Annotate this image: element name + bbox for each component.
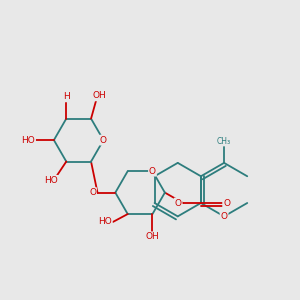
Text: OH: OH xyxy=(92,92,106,100)
Text: OH: OH xyxy=(146,232,159,241)
Text: O: O xyxy=(100,136,107,145)
Text: O: O xyxy=(149,167,156,176)
Text: CH₃: CH₃ xyxy=(217,136,231,146)
Text: H: H xyxy=(63,92,70,101)
Text: O: O xyxy=(175,199,182,208)
Text: O: O xyxy=(220,212,228,221)
Text: HO: HO xyxy=(44,176,58,185)
Text: HO: HO xyxy=(21,136,35,145)
Text: HO: HO xyxy=(98,218,112,226)
Text: O: O xyxy=(89,188,96,197)
Text: O: O xyxy=(223,199,230,208)
